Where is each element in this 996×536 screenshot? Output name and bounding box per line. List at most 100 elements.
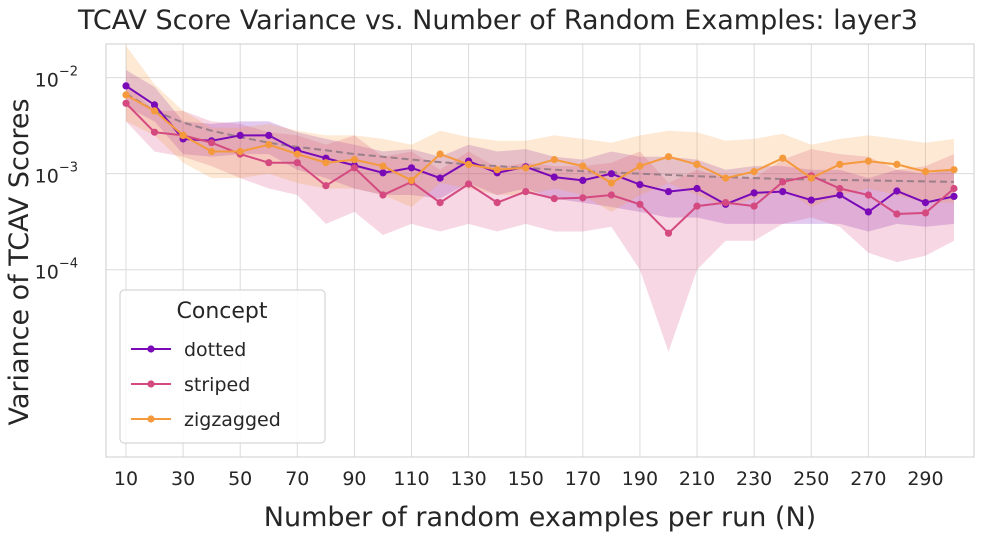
x-tick-label: 70 [285, 468, 309, 490]
y-tick-label: 10−4 [35, 257, 78, 284]
plot-frame [105, 43, 975, 458]
point-dotted [664, 188, 673, 196]
point-zigzagged [722, 174, 730, 182]
trend-line [125, 92, 955, 183]
point-dotted [864, 208, 873, 216]
point-zigzagged [265, 141, 273, 149]
point-zigzagged [293, 150, 301, 158]
point-dotted [579, 176, 587, 184]
point-zigzagged [579, 162, 587, 170]
legend-label: striped [184, 374, 250, 396]
legend-swatch-marker [147, 380, 155, 388]
x-tick-label: 270 [850, 468, 886, 490]
x-tick-label: 250 [793, 468, 829, 490]
point-dotted [236, 131, 244, 139]
point-zigzagged [179, 131, 187, 139]
line-striped [125, 102, 955, 235]
point-striped [722, 199, 730, 207]
point-dotted [265, 131, 273, 139]
point-dotted [893, 187, 901, 195]
point-dotted [607, 170, 616, 178]
point-zigzagged [208, 147, 216, 156]
legend-title: Concept [177, 299, 268, 324]
line-dotted [125, 85, 955, 214]
point-zigzagged [664, 153, 673, 161]
point-dotted [807, 196, 815, 204]
point-striped [436, 199, 444, 207]
point-striped [579, 194, 587, 202]
point-dotted [150, 101, 159, 109]
point-zigzagged [807, 174, 815, 182]
point-striped [750, 202, 758, 210]
point-zigzagged [236, 147, 244, 156]
point-dotted [636, 181, 644, 189]
point-striped [950, 184, 958, 193]
x-tick-label: 130 [450, 468, 486, 490]
point-striped [379, 191, 387, 199]
point-striped [150, 128, 159, 136]
x-tick-label: 110 [393, 468, 429, 490]
x-tick-label: 170 [565, 468, 601, 490]
point-dotted [779, 188, 787, 196]
x-tick-label: 230 [736, 468, 772, 490]
point-zigzagged [522, 164, 530, 172]
point-dotted [921, 199, 930, 207]
point-striped [208, 139, 216, 147]
point-zigzagged [636, 162, 644, 170]
legend-label: zigzagged [184, 409, 281, 431]
point-zigzagged [350, 156, 358, 164]
point-striped [293, 159, 301, 167]
x-axis-ticks: 10 30 50 70 90 110 130 150 170 190 210 230 250 270 290 [114, 468, 944, 490]
x-tick-label: 90 [342, 468, 366, 490]
legend-swatch-marker [147, 415, 155, 423]
x-tick-label: 210 [679, 468, 715, 490]
line-zigzagged [125, 94, 955, 185]
point-dotted [407, 164, 416, 172]
point-zigzagged [893, 160, 901, 168]
point-zigzagged [550, 156, 558, 164]
grid [106, 44, 974, 457]
point-zigzagged [379, 162, 387, 170]
point-striped [693, 202, 701, 210]
point-striped [122, 99, 130, 107]
point-dotted [122, 82, 130, 90]
y-axis-ticks: 10−4 10−3 10−2 [35, 65, 78, 284]
y-tick-label: 10−2 [35, 65, 78, 92]
point-striped [864, 191, 873, 199]
legend-box [119, 289, 326, 444]
point-striped [493, 199, 501, 207]
point-dotted [436, 174, 444, 182]
series-lines [122, 82, 958, 237]
point-zigzagged [921, 168, 930, 176]
legend-label: dotted [184, 339, 246, 361]
legend-item-striped: striped [131, 374, 250, 396]
point-striped [607, 191, 616, 199]
point-striped [322, 182, 330, 190]
y-tick-label: 10−3 [35, 161, 78, 188]
x-tick-label: 10 [114, 468, 138, 490]
point-striped [636, 200, 644, 208]
point-striped [265, 159, 273, 167]
point-dotted [693, 184, 701, 193]
point-zigzagged [493, 166, 501, 174]
point-dotted [750, 189, 758, 197]
point-striped [921, 209, 930, 217]
legend-item-dotted: dotted [131, 339, 246, 361]
x-tick-label: 50 [228, 468, 252, 490]
chart-title: TCAV Score Variance vs. Number of Random… [77, 5, 918, 36]
point-dotted [836, 191, 844, 199]
legend-swatch-marker [147, 345, 155, 353]
point-striped [893, 210, 901, 218]
point-striped [836, 184, 844, 193]
point-zigzagged [693, 160, 701, 168]
legend: Concept dotted striped zigzagged [119, 289, 326, 444]
x-tick-label: 30 [171, 468, 195, 490]
point-zigzagged [607, 179, 616, 187]
point-striped [522, 188, 530, 196]
point-striped [465, 180, 473, 188]
point-zigzagged [864, 157, 873, 165]
band-striped [126, 84, 954, 352]
point-striped [350, 164, 358, 172]
point-dotted [550, 173, 558, 181]
